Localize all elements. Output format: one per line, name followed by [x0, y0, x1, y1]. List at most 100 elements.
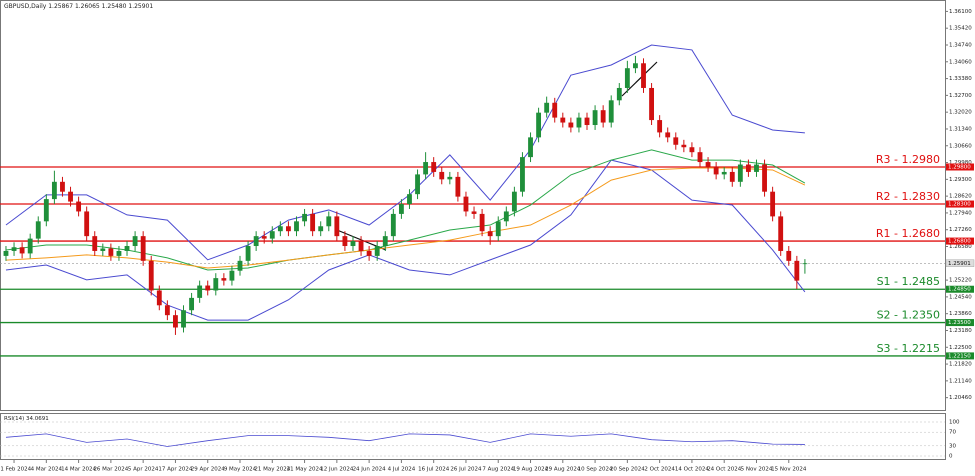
- candle-body: [358, 241, 364, 251]
- candle-body: [415, 174, 420, 195]
- candle-body: [382, 236, 388, 247]
- candle-body: [253, 236, 259, 247]
- indicator-line: [5, 149, 806, 271]
- y-tick-label: 1.34740: [949, 42, 972, 48]
- rsi-header: RSI(14) 34.0691: [4, 416, 49, 422]
- candle-body: [447, 176, 453, 180]
- x-tick-label: 14 Mar 2024: [61, 467, 96, 473]
- x-tick-label: 17 Apr 2024: [158, 467, 193, 473]
- level-tag: [946, 285, 974, 293]
- candle-body: [745, 164, 751, 172]
- level-tag-label: 1.28300: [948, 202, 971, 208]
- y-tick-label: 1.33380: [949, 76, 972, 82]
- candle-body: [261, 236, 267, 239]
- candle-body: [762, 164, 767, 192]
- candle-body: [35, 221, 41, 239]
- level-tag: [946, 352, 974, 360]
- y-tick-label: 1.21140: [949, 378, 972, 384]
- y-tick-label: 1.31340: [949, 126, 972, 132]
- candle-body: [641, 63, 646, 88]
- candle-body: [794, 260, 800, 281]
- chart-header: GBPUSD,Daily 1.25867 1.26065 1.25480 1.2…: [4, 3, 153, 10]
- y-tick-label: 1.20460: [949, 395, 972, 401]
- candle-body: [431, 162, 437, 172]
- candle-body: [729, 171, 735, 182]
- x-tick-label: 5 Nov 2024: [741, 467, 773, 473]
- level-tag: [946, 163, 974, 171]
- candle-body: [310, 213, 316, 232]
- candle-body: [600, 110, 606, 123]
- y-tick-label: 1.36100: [949, 9, 972, 15]
- x-tick-label: 15 Nov 2024: [771, 467, 807, 473]
- candle-body: [592, 110, 598, 126]
- level-label: R1 - 1.2680: [876, 227, 940, 240]
- candle-body: [100, 248, 106, 251]
- level-label: R3 - 1.2980: [876, 153, 940, 166]
- x-tick-label: 4 Jul 2024: [388, 467, 416, 473]
- candle-body: [770, 191, 776, 217]
- candle-body: [19, 247, 25, 254]
- candle-body: [778, 216, 784, 251]
- x-tick-label: 10 Sep 2024: [578, 467, 613, 473]
- candle-body: [84, 211, 90, 237]
- candle-body: [608, 100, 614, 123]
- candle-body: [713, 166, 719, 175]
- level-tag-label: 1.24850: [948, 287, 971, 293]
- candle-body: [92, 236, 98, 251]
- rsi-tick-label: 0: [949, 454, 953, 460]
- candle-body: [43, 199, 49, 222]
- candle-body: [326, 216, 332, 227]
- candle-body: [520, 157, 525, 192]
- candle-body: [342, 236, 348, 247]
- rsi-tick-label: 70: [949, 430, 956, 436]
- candle-body: [463, 196, 469, 212]
- candle-body: [76, 201, 82, 212]
- y-tick-label: 1.23180: [949, 328, 972, 334]
- candle-body: [495, 221, 501, 237]
- y-tick-label: 1.25220: [949, 278, 972, 284]
- candle-body: [181, 310, 186, 328]
- candle-body: [277, 226, 283, 232]
- candle-body: [245, 246, 251, 261]
- y-tick-label: 1.23860: [949, 311, 972, 317]
- x-tick-label: 24 Jun 2024: [353, 467, 387, 473]
- candle-body: [503, 211, 509, 222]
- candle-body: [560, 117, 566, 123]
- candle-body: [398, 204, 404, 214]
- rsi-panel: [0, 413, 946, 460]
- y-tick-label: 1.28620: [949, 194, 972, 200]
- level-tag-label: 1.22150: [948, 353, 971, 359]
- level-tag: [946, 237, 974, 245]
- candle-body: [689, 147, 695, 153]
- candle-body: [584, 117, 590, 126]
- candle-body: [374, 246, 380, 256]
- candle-body: [51, 181, 57, 200]
- candle-body: [552, 102, 558, 118]
- candle-body: [407, 194, 412, 205]
- candle-body: [269, 231, 275, 239]
- y-tick-label: 1.21820: [949, 362, 972, 368]
- candle-body: [173, 315, 178, 328]
- x-tick-label: 21 Feb 2024: [0, 467, 32, 473]
- candle-body: [657, 120, 663, 133]
- candle-body: [390, 213, 396, 237]
- y-tick-label: 1.24540: [949, 294, 972, 300]
- candle-body: [197, 285, 203, 298]
- x-tick-label: 7 Aug 2024: [482, 467, 514, 473]
- candle-body: [479, 213, 485, 232]
- candle-body: [156, 290, 162, 306]
- y-tick-label: 1.32700: [949, 93, 972, 99]
- candle-body: [27, 238, 33, 254]
- last-price-label: 1.25901: [948, 261, 971, 267]
- x-tick-label: 31 May 2024: [287, 467, 323, 473]
- x-tick-label: 26 Jul 2024: [450, 467, 482, 473]
- y-tick-label: 1.30660: [949, 143, 972, 149]
- y-tick-label: 1.22500: [949, 345, 972, 351]
- candle-body: [737, 164, 743, 182]
- candle-body: [705, 162, 711, 167]
- candle-body: [633, 63, 638, 69]
- candle-body: [366, 250, 372, 256]
- x-tick-label: 5 Apr 2024: [128, 467, 159, 473]
